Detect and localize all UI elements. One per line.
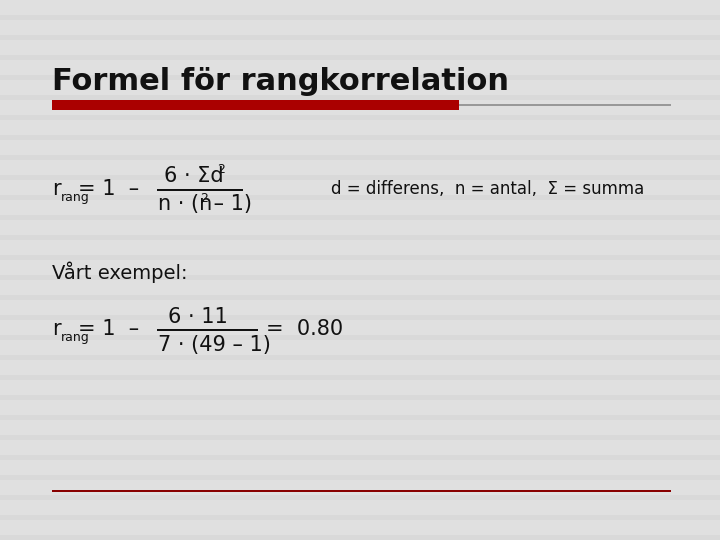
Text: r: r [52, 319, 60, 340]
Text: Formel för rangkorrelation: Formel för rangkorrelation [52, 68, 509, 97]
Bar [52, 100, 459, 110]
Bar [0, 115, 720, 120]
Text: d = differens,  n = antal,  Σ = summa: d = differens, n = antal, Σ = summa [331, 180, 644, 198]
Bar [0, 235, 720, 240]
Bar [0, 255, 720, 260]
Bar [0, 15, 720, 20]
Bar [0, 515, 720, 520]
Bar [0, 375, 720, 380]
Bar [0, 335, 720, 340]
Bar [0, 535, 720, 540]
Text: 2: 2 [217, 163, 225, 176]
Bar [157, 329, 258, 331]
Text: n · (n: n · (n [158, 194, 212, 214]
Bar [459, 104, 671, 106]
Bar [52, 490, 671, 492]
Bar [0, 75, 720, 80]
Bar [0, 135, 720, 140]
Bar [0, 475, 720, 480]
Bar [157, 189, 243, 191]
Bar [0, 215, 720, 220]
Bar [0, 175, 720, 180]
Bar [0, 315, 720, 320]
Bar [0, 435, 720, 440]
Text: 6 · 11: 6 · 11 [168, 307, 228, 327]
Text: = 1  –: = 1 – [78, 319, 139, 340]
Bar [0, 55, 720, 60]
Bar [0, 415, 720, 420]
Text: =  0.80: = 0.80 [266, 319, 343, 340]
Bar [0, 95, 720, 100]
Bar [0, 495, 720, 500]
Bar [0, 455, 720, 460]
Text: 2: 2 [200, 192, 208, 205]
Text: 7 · (49 – 1): 7 · (49 – 1) [158, 334, 271, 355]
Bar [0, 35, 720, 40]
Bar [0, 275, 720, 280]
Bar [0, 395, 720, 400]
Bar [0, 295, 720, 300]
Bar [0, 355, 720, 360]
Text: rang: rang [61, 191, 90, 204]
Text: 6 · Σd: 6 · Σd [164, 165, 224, 186]
Text: – 1): – 1) [207, 194, 252, 214]
Text: Vårt exempel:: Vårt exempel: [52, 262, 187, 284]
Bar [0, 195, 720, 200]
Bar [0, 155, 720, 160]
Text: rang: rang [61, 331, 90, 344]
Text: = 1  –: = 1 – [78, 179, 139, 199]
Text: r: r [52, 179, 60, 199]
